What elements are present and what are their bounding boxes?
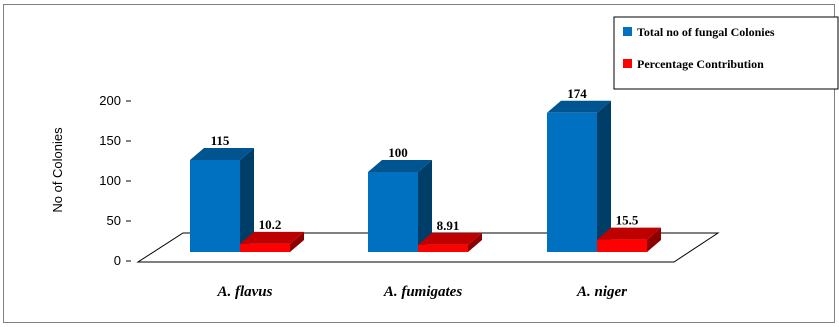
x-tick-label: A. fumigates <box>383 284 463 300</box>
bar-percentage-1 <box>240 231 304 252</box>
y-tick-label: 50 <box>107 213 121 228</box>
bar-front <box>190 160 240 252</box>
bar-side <box>647 227 661 252</box>
bar-percentage-3 <box>597 227 661 252</box>
y-tick-label: 150 <box>99 133 121 148</box>
bar-top <box>190 148 254 160</box>
bar-side <box>468 232 482 252</box>
x-tick-label: A. flavus <box>216 284 272 300</box>
bar-top <box>547 100 611 113</box>
bar-side <box>418 160 432 252</box>
legend-entry: Percentage Contribution <box>637 57 764 71</box>
legend-entry: Total no of fungal Colonies <box>637 25 775 39</box>
data-label: 15.5 <box>616 213 639 228</box>
y-tick-label: 200 <box>99 93 121 108</box>
data-label: 115 <box>211 133 230 148</box>
bar-total-colonies-1 <box>190 148 254 252</box>
bar-top <box>240 231 304 244</box>
bar-front <box>240 243 290 252</box>
bar-front <box>368 172 418 252</box>
bar-total-colonies-2 <box>368 160 432 252</box>
x-axis: A. flavus A. fumigates A. niger <box>216 284 627 300</box>
y-axis-title: No of Colonies <box>50 127 65 213</box>
data-label: 174 <box>567 86 587 101</box>
y-tick-label: 100 <box>99 173 121 188</box>
bar-top <box>418 232 482 245</box>
legend-swatch <box>623 59 632 68</box>
bar-percentage-2 <box>418 232 482 252</box>
bar-side <box>290 231 304 252</box>
y-tick-label: 0 <box>114 253 121 268</box>
bar-side <box>240 148 254 252</box>
bar-side <box>597 100 611 252</box>
bar-front <box>597 239 647 252</box>
data-labels: 115 10.2 100 8.91 174 15.5 <box>211 86 639 233</box>
legend-box <box>613 16 839 90</box>
bar-top <box>597 227 661 240</box>
y-axis: 0 50 100 150 200 <box>99 93 131 268</box>
bar-total-colonies-3 <box>547 100 611 252</box>
data-label: 100 <box>388 145 408 160</box>
legend: Total no of fungal Colonies Percentage Co… <box>613 16 839 90</box>
bar-front <box>547 112 597 252</box>
bar-front <box>418 244 468 252</box>
x-tick-label: A. niger <box>576 284 627 300</box>
data-label: 8.91 <box>437 218 460 233</box>
bar-top <box>368 160 432 172</box>
bars <box>190 100 661 252</box>
legend-swatch <box>623 27 632 36</box>
data-label: 10.2 <box>259 217 282 232</box>
